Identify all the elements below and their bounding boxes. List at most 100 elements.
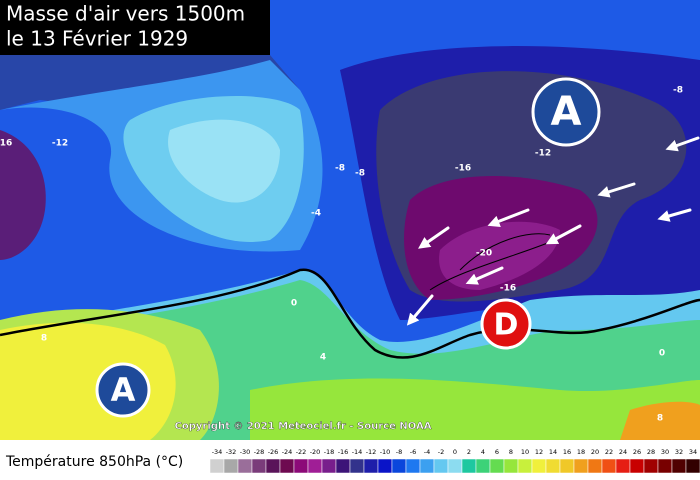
scale-cell bbox=[321, 458, 337, 474]
scale-tick-label: 30 bbox=[661, 448, 669, 456]
contour-label: 0 bbox=[291, 299, 297, 309]
field-purple-core bbox=[439, 221, 560, 290]
scale-tick-label: 28 bbox=[647, 448, 655, 456]
contour-label: 4 bbox=[320, 353, 326, 363]
field-yellow bbox=[0, 322, 176, 440]
scale-tick-label: -24 bbox=[282, 448, 293, 456]
contour-label: -4 bbox=[311, 209, 321, 219]
wind-arrow bbox=[487, 208, 530, 227]
scale-tick-label: -6 bbox=[410, 448, 416, 456]
scale-cell bbox=[419, 458, 435, 474]
scale-tick-label: 8 bbox=[509, 448, 513, 456]
high-pressure-label: A bbox=[551, 89, 582, 135]
scale-tick-label: 12 bbox=[535, 448, 543, 456]
scale-tick-label: 2 bbox=[467, 448, 471, 456]
scale-tick-label: 18 bbox=[577, 448, 585, 456]
color-scale: -34 -32 -30 -28 -26 -24 -22 -20 -18 -16 -14 -12 -10-… bbox=[209, 448, 700, 474]
scale-tick-label: -2 bbox=[438, 448, 444, 456]
scale-cell bbox=[573, 458, 589, 474]
scale-cell bbox=[475, 458, 491, 474]
scale-tick-label: -28 bbox=[254, 448, 265, 456]
wind-arrow bbox=[465, 266, 504, 285]
title-line: Masse d'air vers 1500m bbox=[6, 2, 245, 26]
scale-tick-label: -26 bbox=[268, 448, 279, 456]
scale-tick-label: 6 bbox=[495, 448, 499, 456]
scale-cell bbox=[279, 458, 295, 474]
map-field bbox=[0, 0, 700, 440]
scale-tick-label: -14 bbox=[352, 448, 363, 456]
field-purple-west bbox=[0, 130, 46, 260]
title-line: le 13 Février 1929 bbox=[6, 27, 188, 51]
scale-cell bbox=[629, 458, 645, 474]
legend-label: Température 850hPa (°C) bbox=[5, 454, 183, 470]
contour-label: 16 bbox=[0, 139, 12, 149]
scale-cell bbox=[503, 458, 519, 474]
zero-isotherm bbox=[0, 268, 700, 359]
scale-cell bbox=[433, 458, 449, 474]
scale-cell bbox=[671, 458, 687, 474]
contour-label: -12 bbox=[535, 149, 551, 159]
contour-label: 8 bbox=[657, 414, 663, 424]
wind-arrow bbox=[597, 182, 636, 198]
scale-tick-label: -22 bbox=[296, 448, 307, 456]
wind-arrows bbox=[406, 136, 700, 326]
wind-arrow bbox=[545, 224, 582, 245]
contour-label: -16 bbox=[500, 284, 516, 294]
scale-tick-label: 26 bbox=[633, 448, 641, 456]
high-pressure-marker bbox=[531, 77, 601, 147]
title-box bbox=[0, 0, 270, 55]
scale-cell bbox=[251, 458, 267, 474]
scale-tick-label: 22 bbox=[605, 448, 613, 456]
wind-arrow bbox=[665, 136, 700, 152]
scale-cell bbox=[223, 458, 239, 474]
high-pressure-marker bbox=[95, 362, 151, 418]
scale-cell bbox=[601, 458, 617, 474]
scale-cell bbox=[447, 458, 463, 474]
scale-cell bbox=[657, 458, 673, 474]
scale-tick-label: 10 bbox=[521, 448, 529, 456]
contour-label: -20 bbox=[476, 249, 492, 259]
scale-tick-label: 20 bbox=[591, 448, 599, 456]
scale-tick-label: -18 bbox=[324, 448, 335, 456]
scale-cell bbox=[293, 458, 309, 474]
scale-tick-label: 16 bbox=[563, 448, 571, 456]
scale-tick-label: -34 bbox=[212, 448, 223, 456]
scale-cell bbox=[517, 458, 533, 474]
field-orange bbox=[620, 401, 700, 440]
scale-tick-label: -12 bbox=[366, 448, 377, 456]
low-pressure-marker bbox=[480, 298, 532, 350]
scale-cell bbox=[545, 458, 561, 474]
scale-cell bbox=[685, 458, 700, 474]
scale-cell bbox=[559, 458, 575, 474]
scale-cell bbox=[405, 458, 421, 474]
scale-cell bbox=[265, 458, 281, 474]
scale-cell bbox=[587, 458, 603, 474]
scale-tick-label: -20 bbox=[310, 448, 321, 456]
wind-arrow bbox=[418, 226, 450, 249]
scale-cell bbox=[237, 458, 253, 474]
scale-cell bbox=[349, 458, 365, 474]
scale-cell bbox=[391, 458, 407, 474]
scale-cell bbox=[335, 458, 351, 474]
scale-tick-label: 4 bbox=[481, 448, 485, 456]
field-light-green bbox=[250, 378, 700, 440]
scale-cell bbox=[489, 458, 505, 474]
scale-tick-label: 24 bbox=[619, 448, 627, 456]
scale-tick-label: 32 bbox=[675, 448, 683, 456]
contour-label: -8 bbox=[355, 169, 365, 179]
low-pressure-label: D bbox=[494, 308, 519, 343]
field-pale-cyan bbox=[168, 119, 280, 203]
contour-labels: 16 -12 -8 -8 -4 0 8 4 -16 -20 -16 -12 -8… bbox=[0, 86, 683, 424]
scale-cell bbox=[615, 458, 631, 474]
scale-tick-label: -30 bbox=[240, 448, 251, 456]
scale-cell bbox=[643, 458, 659, 474]
contour-label: -16 bbox=[455, 164, 471, 174]
pressure-centers: A A D bbox=[95, 77, 601, 418]
contour-label: -8 bbox=[335, 164, 345, 174]
scale-cell bbox=[461, 458, 477, 474]
scale-cell bbox=[531, 458, 547, 474]
isotherm bbox=[429, 233, 556, 291]
scale-tick-label: 14 bbox=[549, 448, 557, 456]
